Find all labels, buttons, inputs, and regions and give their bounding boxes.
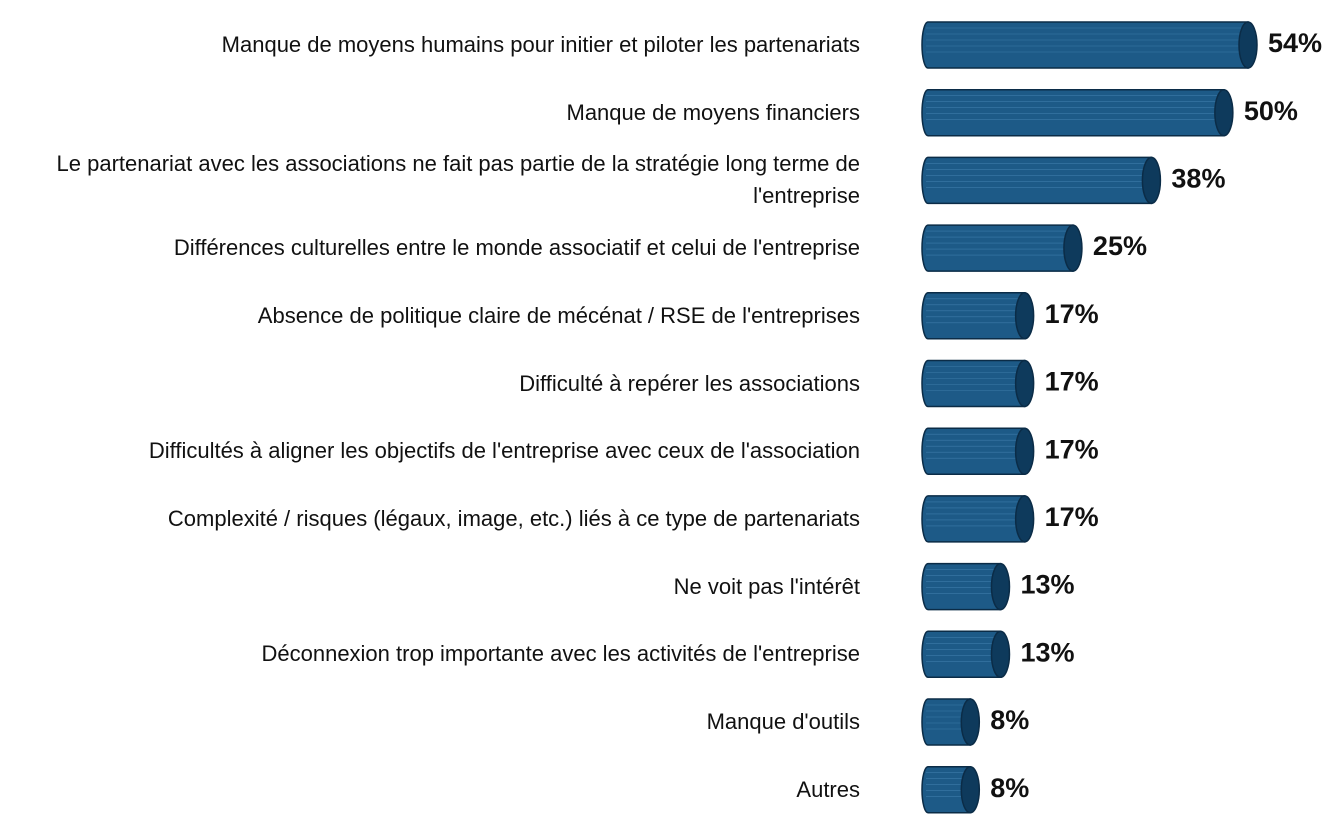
value-label: 13% bbox=[1020, 570, 1074, 600]
bar-cap bbox=[1014, 359, 1035, 408]
bar-cap bbox=[1214, 88, 1234, 137]
value-label: 13% bbox=[1020, 637, 1074, 667]
category-label: Ne voit pas l'intérêt bbox=[673, 573, 860, 599]
category-label: Manque de moyens humains pour initier et… bbox=[221, 32, 860, 57]
category-label: Le partenariat avec les associations ne … bbox=[56, 151, 860, 209]
value-label: 17% bbox=[1045, 367, 1099, 397]
bar bbox=[921, 765, 972, 814]
category-label: Différences culturelles entre le monde a… bbox=[173, 235, 860, 261]
bar bbox=[921, 427, 1026, 475]
value-label: 54% bbox=[1268, 28, 1322, 58]
category-label: Manque de moyens financiers bbox=[566, 99, 861, 125]
bar bbox=[921, 88, 1225, 137]
value-label: 8% bbox=[990, 705, 1029, 735]
value-label: 8% bbox=[990, 773, 1029, 803]
value-label: 17% bbox=[1045, 299, 1099, 329]
bar-cap bbox=[1063, 224, 1083, 272]
bar bbox=[921, 630, 1002, 679]
bar bbox=[921, 292, 1026, 340]
value-label: 17% bbox=[1045, 434, 1099, 464]
bar bbox=[921, 495, 1026, 543]
bar bbox=[921, 698, 972, 746]
category-label: Manque d'outils bbox=[706, 709, 860, 734]
bar-cap bbox=[1141, 156, 1162, 205]
bar-cap bbox=[990, 562, 1011, 611]
bar-cap bbox=[960, 765, 981, 814]
value-label: 50% bbox=[1244, 96, 1298, 126]
category-label: Absence de politique claire de mécénat /… bbox=[257, 302, 860, 328]
bar bbox=[921, 562, 1002, 611]
bar-cap bbox=[990, 630, 1011, 679]
category-label: Complexité / risques (légaux, image, etc… bbox=[167, 505, 860, 531]
category-label: Déconnexion trop importante avec les act… bbox=[261, 641, 860, 667]
value-label: 38% bbox=[1171, 164, 1225, 194]
bar bbox=[921, 224, 1074, 272]
bar bbox=[921, 156, 1153, 205]
bar-cap bbox=[960, 698, 981, 746]
value-label: 25% bbox=[1093, 231, 1147, 261]
bar bbox=[921, 359, 1026, 408]
bar-cap bbox=[1014, 292, 1035, 340]
bar bbox=[921, 21, 1249, 69]
bar-cap bbox=[1238, 21, 1258, 69]
bar-cap bbox=[1014, 495, 1035, 543]
bar-cap bbox=[1014, 427, 1035, 475]
category-label: Difficulté à repérer les associations bbox=[519, 370, 860, 396]
category-label: Difficultés à aligner les objectifs de l… bbox=[148, 438, 860, 464]
value-label: 17% bbox=[1045, 502, 1099, 532]
category-label: Autres bbox=[796, 776, 860, 802]
